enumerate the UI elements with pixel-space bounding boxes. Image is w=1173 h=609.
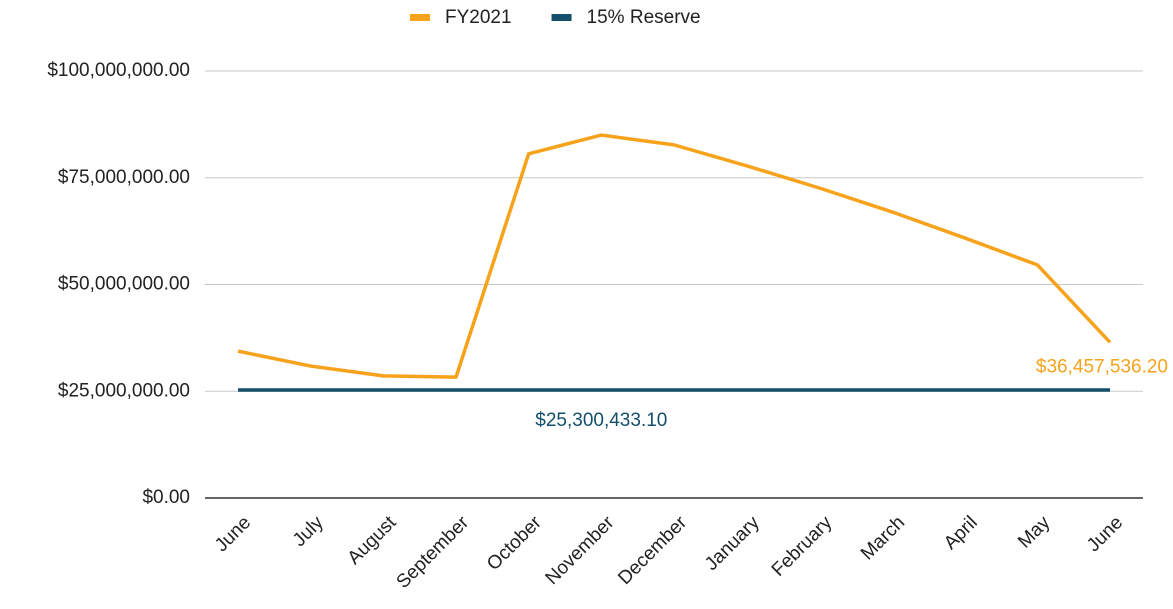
y-tick-label: $100,000,000.00: [47, 60, 190, 81]
x-tick-label: September: [393, 512, 474, 593]
x-tick-label: December: [614, 512, 691, 589]
x-tick-label: April: [940, 512, 982, 554]
y-tick-label: $0.00: [142, 487, 190, 508]
legend-swatch: [410, 14, 430, 21]
data-label: $25,300,433.10: [535, 410, 667, 431]
y-tick-label: $50,000,000.00: [58, 274, 190, 295]
legend-swatch: [551, 14, 572, 21]
x-tick-label: March: [857, 512, 909, 564]
x-tick-label: August: [344, 512, 401, 569]
series-line: [237, 133, 1112, 379]
legend-label: 15% Reserve: [587, 7, 701, 28]
y-tick-label: $75,000,000.00: [58, 167, 190, 188]
x-tick-label: November: [542, 512, 619, 589]
x-tick-label: July: [289, 512, 328, 551]
x-tick-label: June: [1083, 512, 1127, 556]
x-tick-label: February: [768, 512, 837, 581]
x-tick-label: June: [211, 512, 255, 556]
x-tick-label: May: [1014, 512, 1055, 553]
x-tick-label: October: [483, 512, 546, 575]
y-tick-label: $25,000,000.00: [58, 380, 190, 401]
data-label: $36,457,536.20: [1036, 356, 1168, 377]
x-tick-label: January: [701, 512, 764, 575]
legend-label: FY2021: [445, 7, 512, 28]
